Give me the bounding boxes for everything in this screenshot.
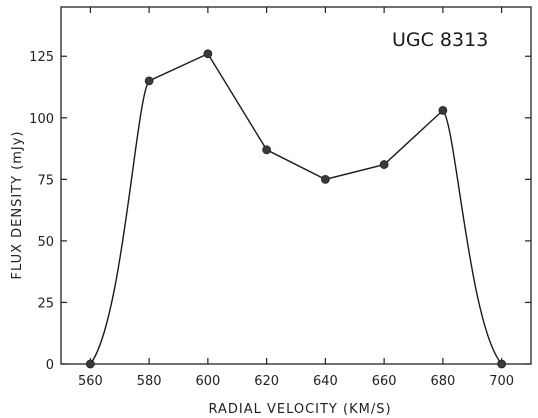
data-point — [262, 145, 272, 155]
y-tick-label: 125 — [29, 50, 54, 65]
y-tick-label: 50 — [37, 235, 54, 250]
data-point — [85, 359, 95, 369]
data-point — [438, 106, 448, 115]
plot-frame — [60, 6, 532, 365]
x-tick-label: 580 — [137, 374, 162, 389]
data-point — [203, 49, 213, 59]
y-tick-label: 75 — [37, 173, 54, 188]
x-axis-title: RADIAL VELOCITY (KM/S) — [208, 402, 391, 417]
chart-title: UGC 8313 — [392, 29, 488, 51]
y-tick-label: 25 — [37, 296, 54, 311]
ticks-layer: 560 580 600 620 640 660 680 700 0 25 50 75 100 125 — [29, 7, 531, 389]
y-axis-title: FLUX DENSITY (mJy) — [10, 130, 25, 279]
points-layer — [85, 49, 507, 369]
data-point — [144, 76, 154, 86]
lines-layer — [89, 52, 503, 365]
x-tick-label: 700 — [489, 374, 514, 389]
data-point — [320, 174, 330, 184]
y-tick-label: 100 — [29, 112, 54, 127]
y-tick-label: 0 — [46, 358, 54, 373]
x-tick-label: 620 — [254, 374, 279, 389]
x-tick-label: 640 — [313, 374, 338, 389]
data-point — [497, 359, 507, 369]
x-tick-label: 680 — [430, 374, 455, 389]
series-line — [89, 52, 503, 365]
x-tick-label: 660 — [372, 374, 397, 389]
x-tick-label: 560 — [78, 374, 103, 389]
x-tick-label: 600 — [195, 374, 220, 389]
data-point — [379, 160, 389, 169]
